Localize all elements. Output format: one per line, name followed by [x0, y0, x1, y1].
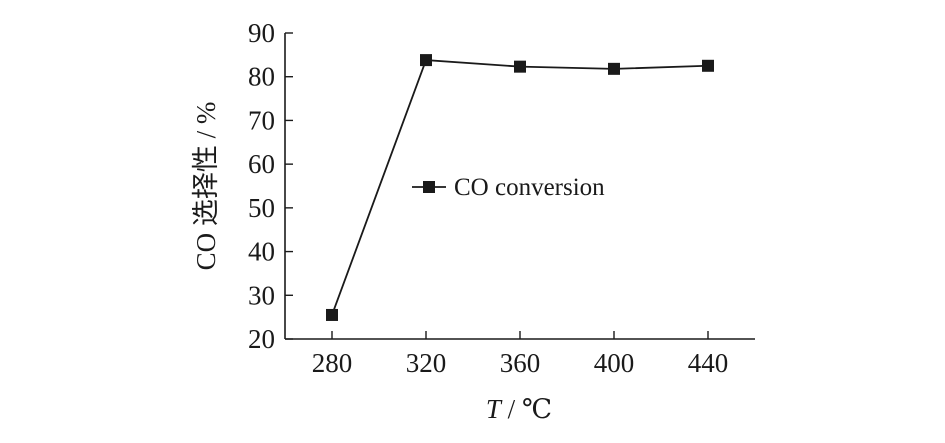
- data-point-320: [420, 54, 432, 67]
- x-tick-label-3: 400: [594, 348, 635, 378]
- x-ticks: 280 320 360 400 440: [312, 331, 729, 378]
- x-axis-title: T / ℃: [486, 394, 552, 424]
- x-tick-label-1: 320: [406, 348, 447, 378]
- x-tick-label-2: 360: [500, 348, 541, 378]
- y-tick-label-4: 60: [248, 149, 275, 179]
- y-tick-label-7: 90: [248, 18, 275, 48]
- data-point-360: [514, 60, 526, 73]
- data-point-280: [326, 308, 338, 321]
- y-axis-title: CO 选择性 / %: [191, 102, 221, 271]
- y-tick-label-2: 40: [248, 237, 275, 267]
- legend: CO conversion: [412, 174, 605, 201]
- legend-label: CO conversion: [454, 174, 605, 201]
- series-layer: [326, 54, 714, 321]
- y-tick-label-0: 20: [248, 324, 275, 354]
- y-tick-label-6: 80: [248, 62, 275, 92]
- y-ticks: 20 30 40 50 60 70 80 90: [248, 18, 293, 354]
- y-tick-label-1: 30: [248, 280, 275, 310]
- x-tick-label-4: 440: [688, 348, 729, 378]
- data-point-440: [702, 59, 714, 72]
- legend-marker: [423, 181, 435, 193]
- data-point-400: [608, 62, 620, 75]
- x-tick-label-0: 280: [312, 348, 353, 378]
- y-tick-label-5: 70: [248, 105, 275, 135]
- y-tick-label-3: 50: [248, 193, 275, 223]
